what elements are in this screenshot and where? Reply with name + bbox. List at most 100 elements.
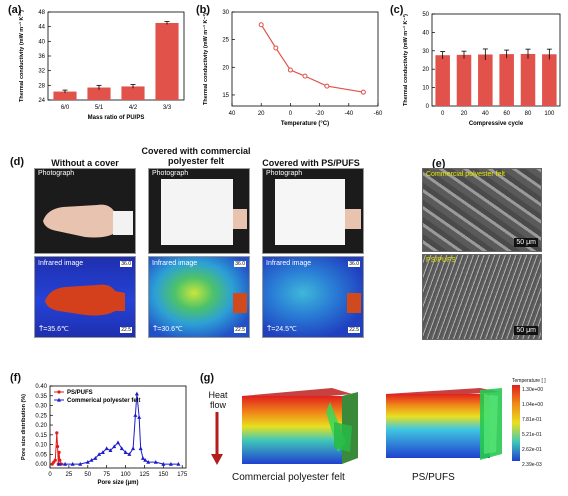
data-point — [70, 461, 75, 466]
y-tick-label: 0.00 — [35, 462, 47, 468]
data-point — [85, 459, 90, 464]
panel-label-d: (d) — [10, 156, 25, 168]
infrared-tag: Infrared image — [38, 260, 84, 267]
wrist-visible — [345, 209, 361, 229]
data-point — [112, 444, 117, 449]
x-tick-label: 175 — [177, 472, 188, 478]
mean-temperature: T̄=30.6℃ — [153, 326, 183, 333]
x-tick-label: 80 — [525, 111, 532, 117]
y-tick-label: 0.15 — [35, 433, 47, 439]
y-tick-label: 0.30 — [35, 404, 47, 410]
x-tick-label: 60 — [503, 111, 510, 117]
ps-pufs-sheet — [275, 179, 345, 245]
series-line — [260, 24, 364, 93]
data-point — [93, 456, 98, 460]
data-point — [138, 446, 143, 451]
y-tick-label: 0.40 — [35, 384, 47, 390]
sem-ps-pufs: PS/PUFS 50 μm — [422, 254, 542, 340]
panel-label-b: (b) — [196, 4, 211, 16]
data-point — [302, 73, 308, 79]
mean-temperature: T̄=35.6℃ — [39, 326, 69, 333]
legend-marker — [57, 390, 61, 394]
bar — [155, 23, 179, 100]
wrist-visible — [233, 209, 247, 229]
min-scale-label: 22.5 — [234, 327, 246, 333]
data-point — [273, 45, 279, 51]
bar — [456, 54, 472, 106]
heat-flow-arrow — [211, 412, 223, 465]
panel-label-e: (e) — [432, 158, 446, 170]
data-point — [360, 89, 366, 95]
data-point — [123, 450, 128, 454]
sem-tag: Commercial polyester felt — [426, 171, 505, 178]
data-point — [153, 459, 158, 464]
data-point — [287, 67, 293, 73]
bar — [435, 55, 450, 106]
data-point — [146, 459, 151, 464]
data-point — [89, 457, 94, 462]
photo-tag: Photograph — [38, 170, 75, 177]
x-tick-label: 20 — [258, 111, 265, 117]
plot-frame — [231, 11, 379, 107]
max-scale-label: 36.0 — [348, 261, 360, 267]
legend-label: Commerical polyester felt — [67, 398, 140, 404]
y-tick-label: 40 — [422, 30, 429, 36]
y-tick-label: 0 — [426, 104, 430, 110]
x-tick-label: 40 — [229, 111, 236, 117]
bar — [478, 54, 493, 106]
x-tick-label: 3/3 — [163, 105, 172, 111]
data-point — [57, 461, 62, 466]
label-ps-pufs: PS/PUFS — [412, 472, 455, 483]
data-point — [57, 450, 61, 454]
data-point — [168, 461, 173, 466]
colorbar-tick: 2.62e-01 — [522, 447, 542, 453]
y-tick-label: 25 — [222, 38, 229, 44]
data-point — [119, 446, 124, 451]
data-point — [78, 461, 83, 466]
data-point — [116, 440, 120, 445]
y-tick-label: 24 — [38, 98, 45, 104]
data-point — [104, 446, 109, 451]
data-point — [97, 452, 102, 456]
x-tick-label: -60 — [374, 111, 383, 117]
y-axis-label: Thermal conductivity (mW m⁻¹ K⁻¹) — [18, 10, 25, 102]
hand-photo-graphic — [43, 204, 133, 238]
x-tick-label: 20 — [461, 111, 468, 117]
colorbar-tick: 1.04e+00 — [522, 402, 543, 408]
y-tick-label: 30 — [422, 49, 429, 55]
data-point — [143, 457, 148, 462]
y-tick-label: 36 — [38, 54, 45, 60]
data-point — [55, 431, 59, 435]
infrared-ps-pufs: Infrared image 36.0 22.5 T̄=24.5℃ — [262, 256, 364, 338]
data-point — [161, 461, 166, 466]
scale-bar: 50 μm — [514, 326, 538, 335]
x-tick-label: 75 — [103, 472, 110, 478]
panel-label-g: (g) — [200, 372, 215, 384]
column-title-ps-pufs: Covered with PS/PUFS — [262, 158, 360, 168]
scale-bar: 50 μm — [514, 238, 538, 247]
y-tick-label: 20 — [222, 65, 229, 71]
y-tick-label: 0.20 — [35, 423, 47, 429]
data-point — [55, 444, 60, 449]
x-tick-label: 0 — [289, 111, 293, 117]
infrared-uncovered: Infrared image 36.0 22.5 T̄=35.6℃ — [34, 256, 136, 338]
bar — [121, 86, 145, 100]
y-tick-label: 10 — [422, 86, 429, 92]
plot-frame — [431, 13, 561, 107]
colorbar-tick: 2.39e-03 — [522, 462, 542, 468]
data-point — [134, 391, 139, 396]
x-tick-label: 25 — [66, 472, 73, 478]
y-tick-label: 0.25 — [35, 413, 47, 419]
data-point — [137, 415, 142, 419]
temperature-colorbar — [512, 385, 520, 461]
min-scale-label: 22.5 — [120, 327, 132, 333]
simulation-polyester-felt — [234, 382, 364, 468]
x-tick-label: 100 — [121, 472, 132, 478]
data-point — [258, 22, 264, 28]
x-tick-label: 0 — [48, 472, 52, 478]
data-point — [100, 450, 105, 454]
infrared-wrist — [233, 293, 247, 313]
panel-label-a: (a) — [8, 4, 22, 16]
infrared-tag: Infrared image — [266, 260, 312, 267]
data-point — [108, 448, 113, 453]
